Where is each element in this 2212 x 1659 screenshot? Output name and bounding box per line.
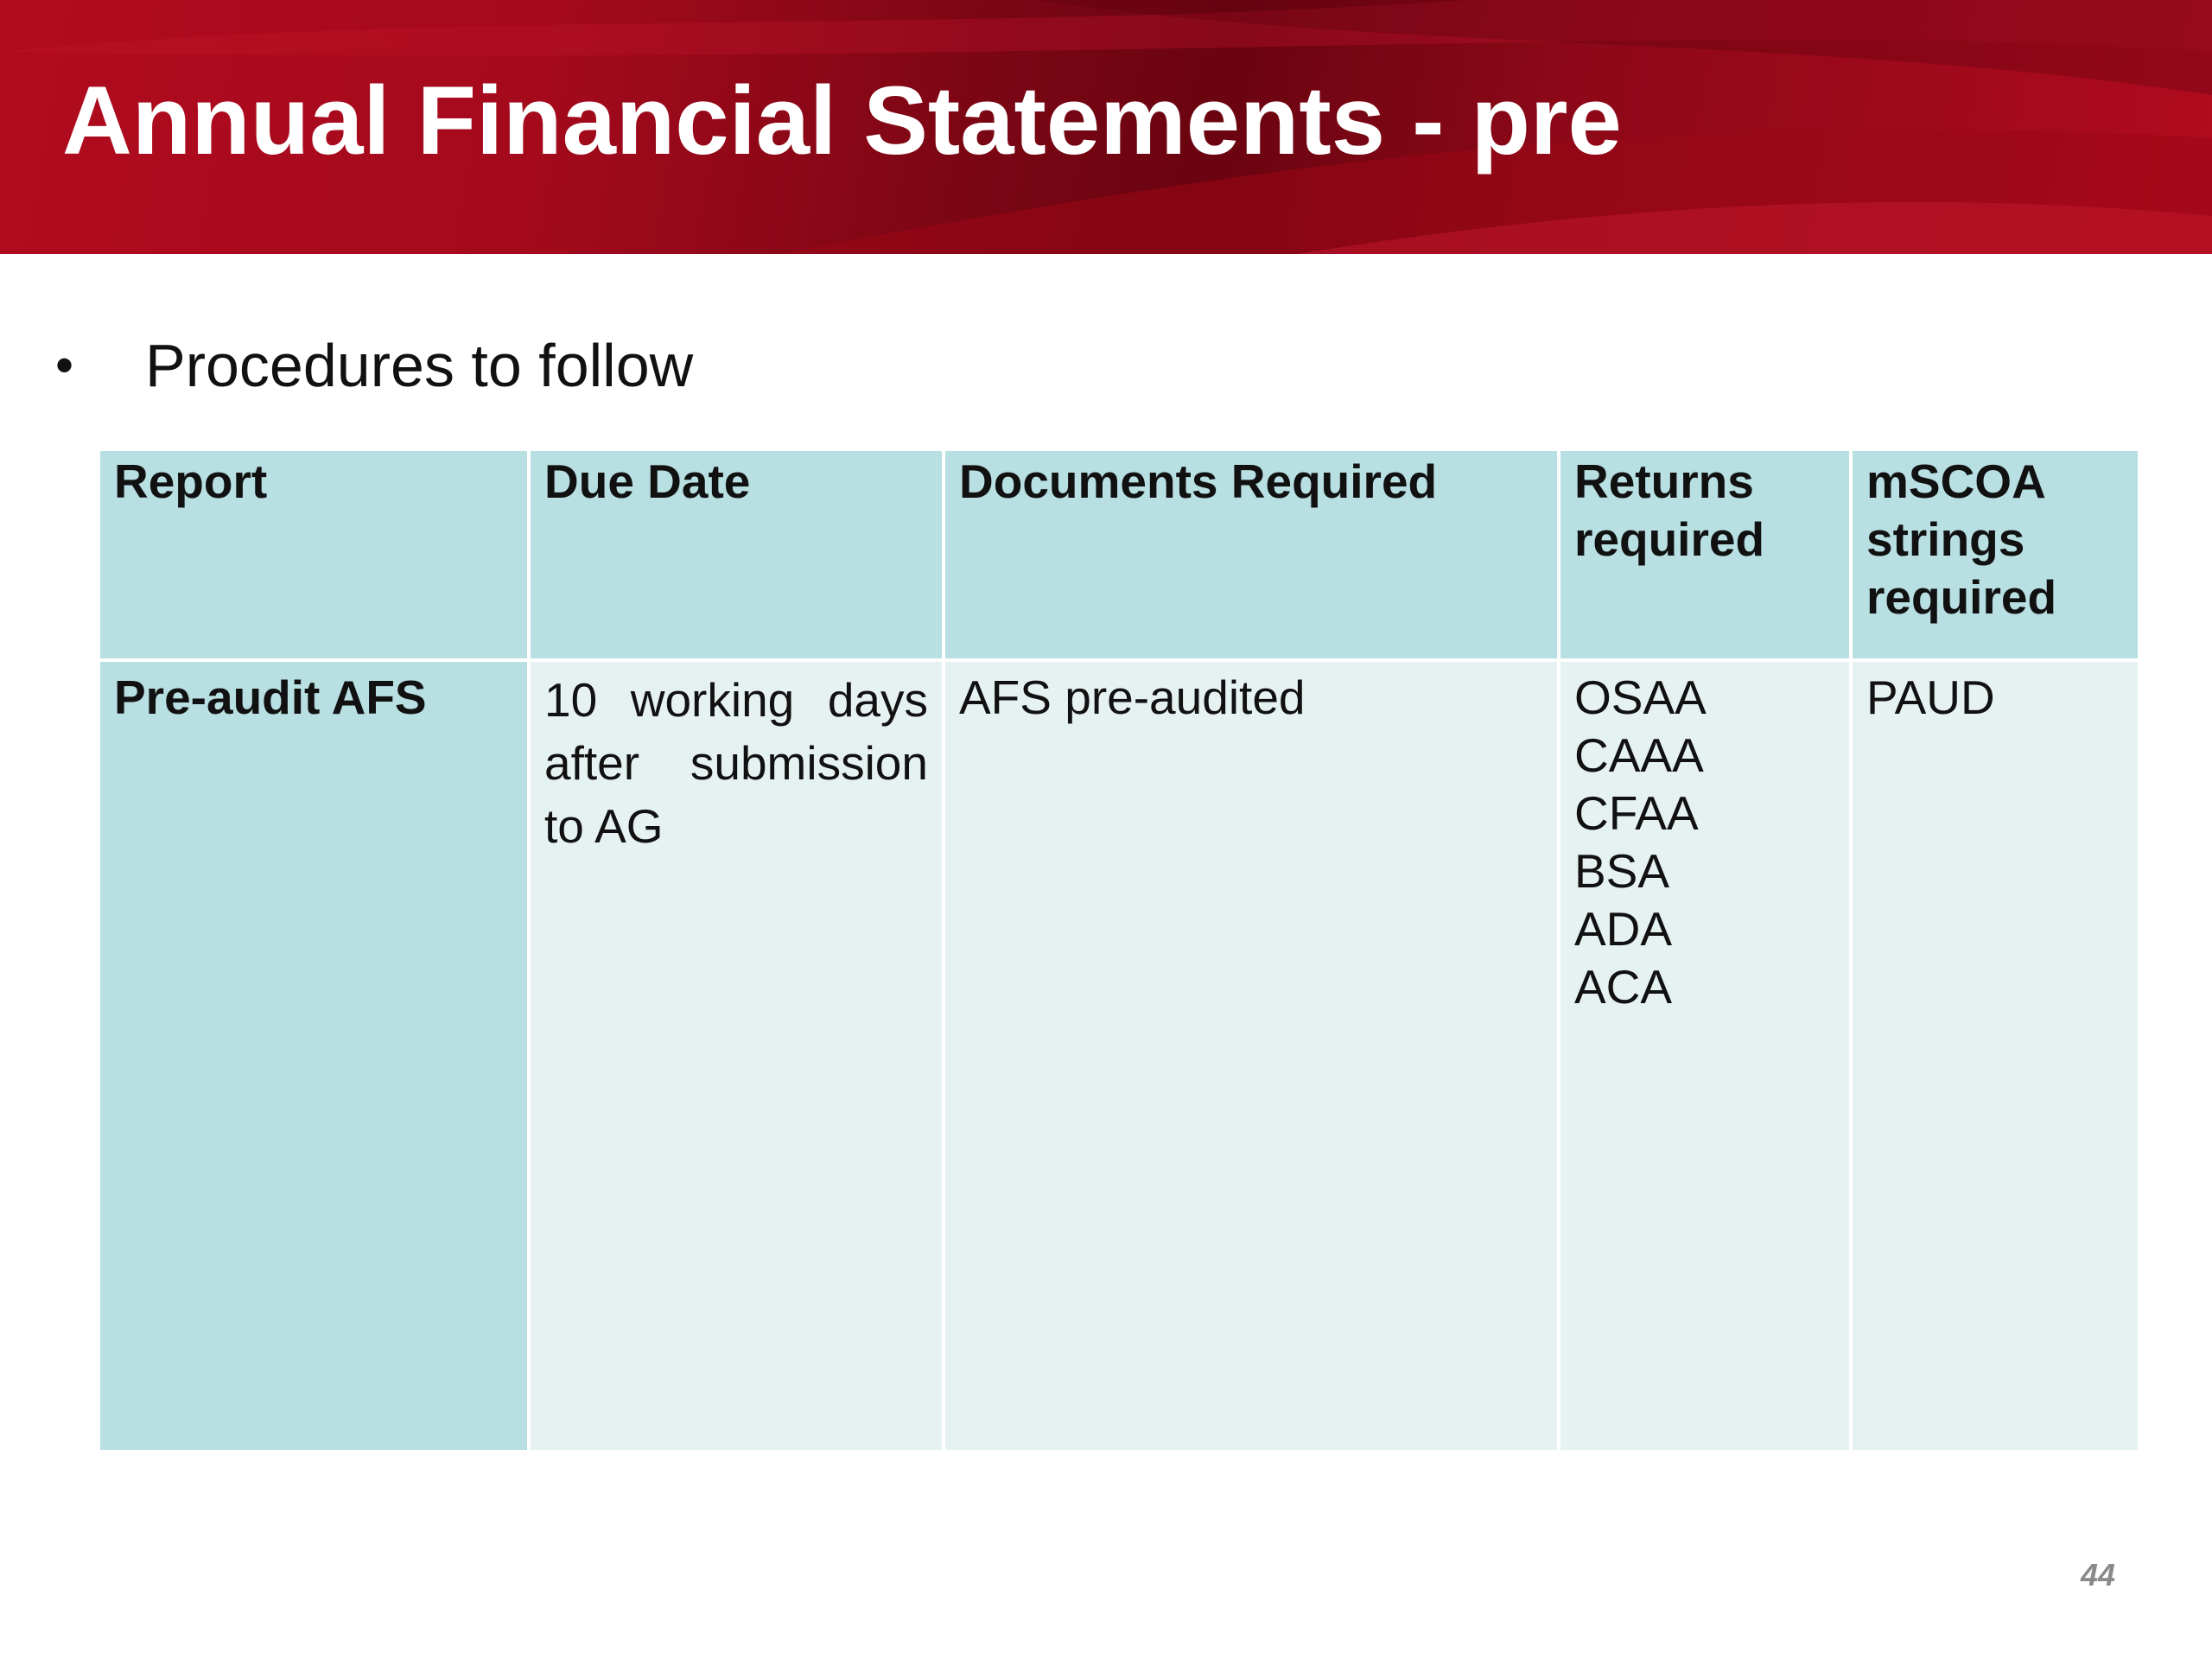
header-due-date: Due Date <box>527 448 945 662</box>
procedures-table: Report Due Date Documents Required Retur… <box>97 448 2141 1453</box>
table-row: Pre-audit AFS 10 working days after subm… <box>97 658 2141 1453</box>
table-header-row: Report Due Date Documents Required Retur… <box>97 448 2141 662</box>
slide-title: Annual Financial Statements - pre <box>62 67 1622 175</box>
header-report: Report <box>97 448 531 662</box>
return-item: ADA <box>1574 902 1673 956</box>
header-returns-required: Returns required <box>1557 448 1853 662</box>
page-number: 44 <box>2081 1557 2116 1592</box>
bullet-item: • Procedures to follow <box>55 327 693 404</box>
bullet-point-icon: • <box>55 336 74 394</box>
banner-wave-decoration <box>0 0 2212 254</box>
cell-returns-required: OSAA CAAA CFAA BSA ADA ACA <box>1557 658 1853 1453</box>
header-mscoa-strings-required: mSCOA strings required <box>1849 448 2141 662</box>
header-documents-required: Documents Required <box>942 448 1560 662</box>
cell-report: Pre-audit AFS <box>97 658 531 1453</box>
return-item: CFAA <box>1574 786 1699 840</box>
bullet-text: Procedures to follow <box>145 332 694 399</box>
cell-due-date: 10 working days after submission to AG <box>527 658 945 1453</box>
returns-list: OSAA CAAA CFAA BSA ADA ACA <box>1574 669 1835 1016</box>
title-banner: Annual Financial Statements - pre <box>0 0 2212 254</box>
return-item: BSA <box>1574 844 1670 898</box>
cell-mscoa-strings: PAUD <box>1849 658 2141 1453</box>
return-item: ACA <box>1574 960 1673 1014</box>
return-item: OSAA <box>1574 671 1707 724</box>
cell-documents-required: AFS pre-audited <box>942 658 1560 1453</box>
return-item: CAAA <box>1574 728 1704 782</box>
